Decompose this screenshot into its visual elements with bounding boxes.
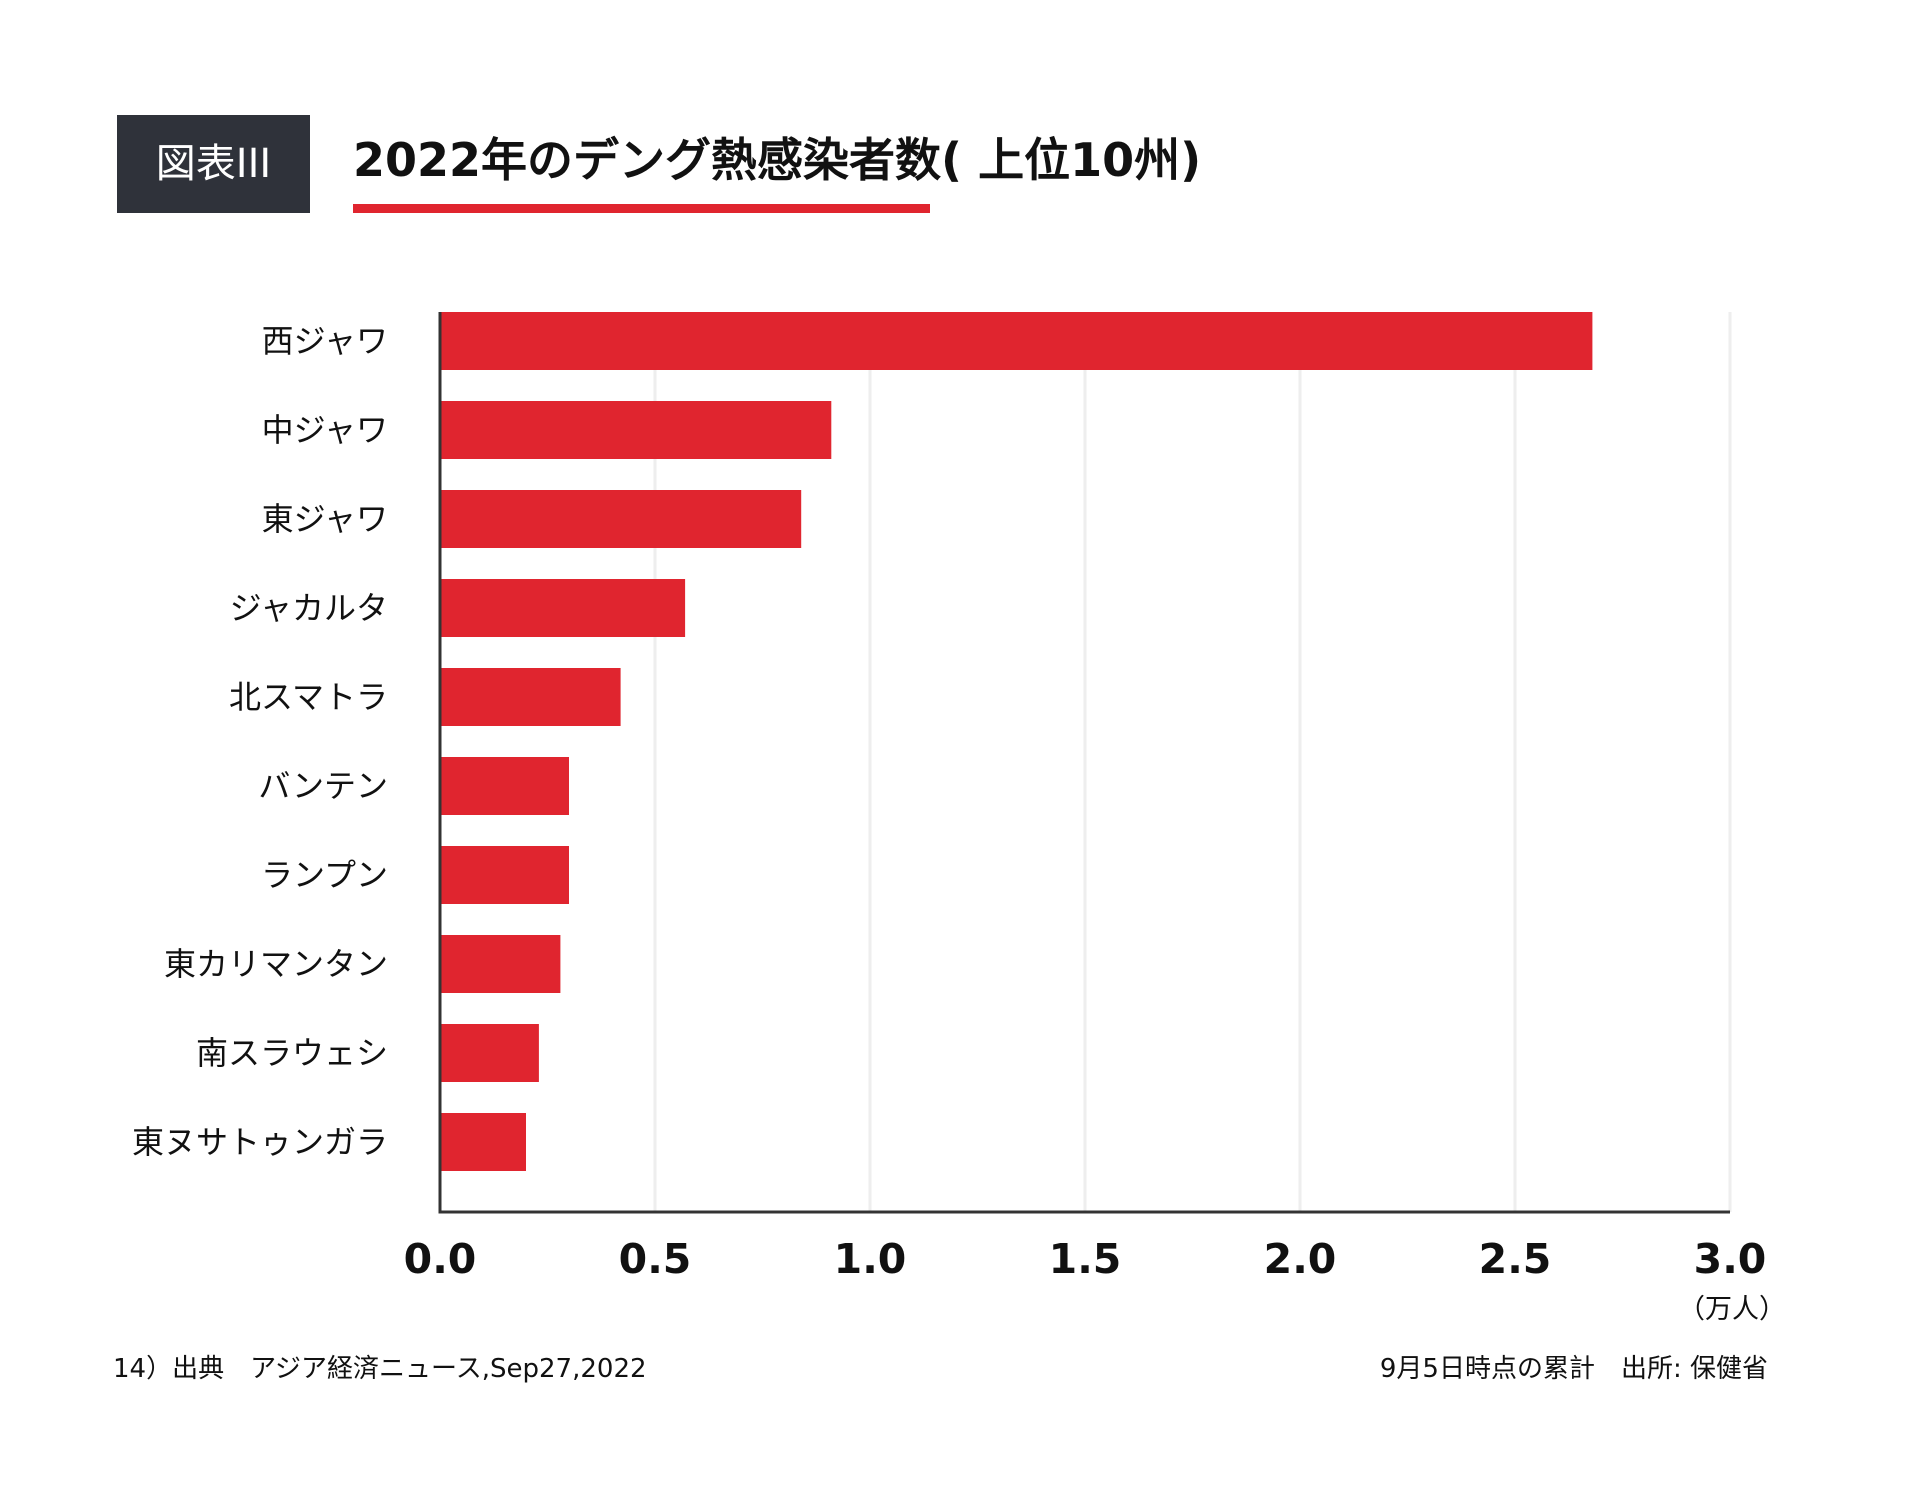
x-tick-label: 2.5 bbox=[1479, 1235, 1552, 1283]
category-label: 中ジャワ bbox=[262, 411, 388, 449]
bar-4 bbox=[440, 668, 621, 726]
x-tick-label: 1.0 bbox=[834, 1235, 907, 1283]
figure-badge: 図表III bbox=[117, 115, 310, 213]
category-label: ジャカルタ bbox=[230, 589, 388, 627]
bar-6 bbox=[440, 846, 569, 904]
category-label: バンテン bbox=[258, 767, 388, 805]
bar-1 bbox=[440, 401, 832, 459]
category-label: 東ジャワ bbox=[262, 500, 388, 538]
x-tick-label: 3.0 bbox=[1694, 1235, 1767, 1283]
x-tick-label: 0.0 bbox=[404, 1235, 477, 1283]
title-underline bbox=[353, 204, 930, 213]
bar-2 bbox=[440, 490, 802, 548]
x-tick-label: 1.5 bbox=[1049, 1235, 1122, 1283]
bar-5 bbox=[440, 757, 569, 815]
bar-9 bbox=[440, 1113, 526, 1171]
category-label: 西ジャワ bbox=[262, 322, 388, 360]
bar-0 bbox=[440, 312, 1593, 370]
chart-title: 2022年のデング熱感染者数( 上位10州) bbox=[353, 133, 1202, 187]
bar-8 bbox=[440, 1024, 539, 1082]
bar-3 bbox=[440, 579, 686, 637]
category-label: 南スラウェシ bbox=[196, 1034, 388, 1072]
category-label: 東カリマンタン bbox=[164, 945, 388, 983]
category-label: 北スマトラ bbox=[229, 678, 388, 716]
bar-7 bbox=[440, 935, 561, 993]
category-label: 東ヌサトゥンガラ bbox=[132, 1123, 388, 1161]
x-tick-label: 2.0 bbox=[1264, 1235, 1337, 1283]
category-label: ランプン bbox=[261, 856, 388, 894]
x-unit-label: （万人） bbox=[1678, 1294, 1786, 1325]
footer-note: 9月5日時点の累計 出所: 保健省 bbox=[1379, 1354, 1768, 1384]
x-tick-label: 0.5 bbox=[619, 1235, 692, 1283]
footer-source: 14）出典 アジア経済ニュース,Sep27,2022 bbox=[113, 1354, 647, 1384]
